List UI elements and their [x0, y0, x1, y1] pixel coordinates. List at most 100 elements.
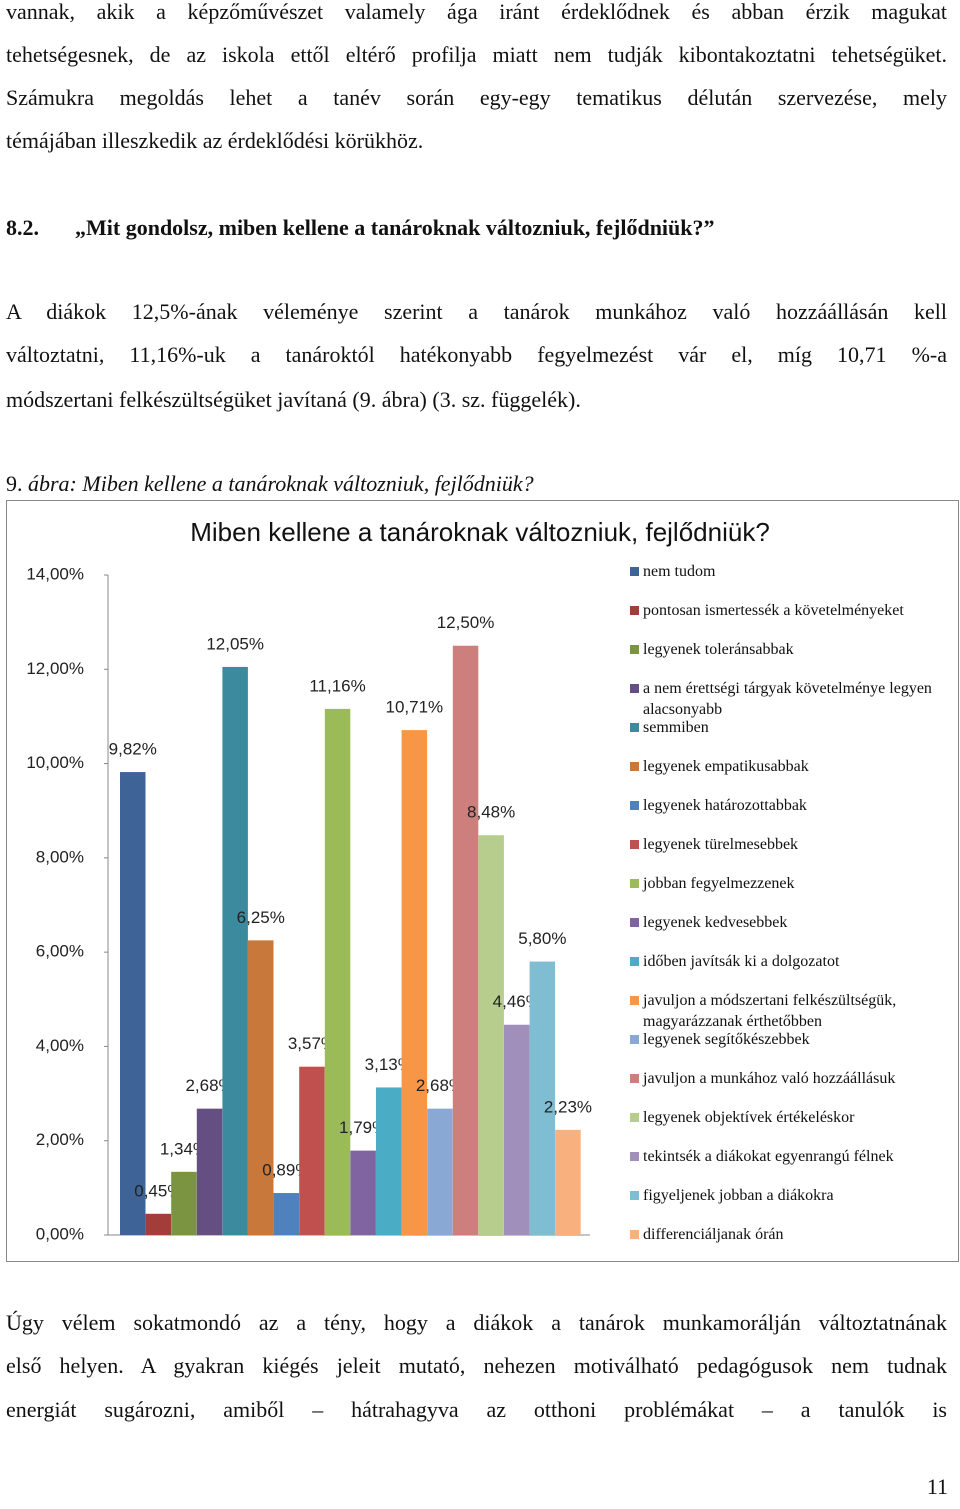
legend-swatch — [630, 996, 639, 1005]
bar — [401, 730, 428, 1235]
data-label: 10,71% — [386, 698, 444, 717]
legend-swatch — [630, 1074, 639, 1083]
legend-swatch — [630, 1152, 639, 1161]
legend-label: nem tudom — [643, 563, 716, 580]
y-tick-label: 4,00% — [36, 1036, 84, 1055]
legend-swatch — [630, 723, 639, 732]
text-line: tehetségesnek, de az iskola ettől eltérő… — [6, 42, 947, 67]
data-label: 1,34% — [160, 1139, 208, 1158]
legend-label: javuljon a módszertani felkészültségük, … — [643, 992, 897, 1030]
legend-label: jobban fegyelmezzenek — [643, 875, 795, 892]
text-line: energiát sugározni, amiből – hátrahagyva… — [6, 1397, 947, 1422]
heading-text: „Mit gondolsz, miben kellene a tanárokna… — [75, 215, 715, 240]
legend-label: differenciáljanak órán — [643, 1226, 784, 1243]
legend-label: legyenek toleránsabbak — [643, 641, 794, 658]
data-label: 2,23% — [544, 1097, 592, 1116]
y-tick-label: 6,00% — [36, 942, 84, 961]
bar — [452, 645, 479, 1235]
bar — [427, 1108, 453, 1235]
bar — [529, 961, 556, 1235]
bar — [299, 1066, 325, 1235]
legend-label: legyenek türelmesebbek — [643, 836, 799, 853]
data-label: 2,68% — [416, 1076, 464, 1095]
legend-label: legyenek határozottabbak — [643, 797, 807, 814]
y-tick-label: 8,00% — [36, 847, 84, 866]
legend-swatch — [630, 1230, 639, 1239]
legend-label: pontosan ismertessék a követelményeket — [643, 602, 904, 619]
legend-label: legyenek objektívek értékeléskor — [643, 1109, 855, 1126]
legend-label: legyenek empatikusabbak — [643, 758, 809, 775]
legend-label: legyenek segítőkészebbek — [643, 1031, 810, 1048]
data-label: 12,05% — [206, 634, 264, 653]
bar — [324, 708, 351, 1235]
legend-swatch — [630, 645, 639, 654]
bar — [478, 835, 504, 1235]
bar — [350, 1150, 376, 1235]
legend-swatch — [630, 1191, 639, 1200]
data-label: 8,48% — [467, 803, 515, 822]
y-tick-label: 14,00% — [26, 564, 84, 583]
y-tick-label: 10,00% — [26, 753, 84, 772]
heading-number: 8.2. — [6, 215, 39, 240]
legend-label: semmiben — [643, 719, 709, 736]
data-label: 9,82% — [109, 740, 157, 759]
text-line: Számukra megoldás lehet a tanév során eg… — [6, 85, 947, 110]
bar — [248, 940, 274, 1235]
legend-label: a nem érettségi tárgyak követelménye leg… — [643, 680, 932, 718]
data-label: 3,13% — [365, 1055, 413, 1074]
data-label: 11,16% — [309, 676, 365, 695]
data-label: 5,80% — [518, 929, 566, 948]
data-label: 12,50% — [437, 613, 495, 632]
legend-swatch — [630, 801, 639, 810]
caption-text: ábra: Miben kellene a tanároknak változn… — [28, 471, 534, 496]
text-line: A diákok 12,5%-ának véleménye szerint a … — [6, 299, 947, 324]
caption: 9. ábra: Miben kellene a tanároknak vált… — [6, 462, 947, 506]
legend-label: időben javítsák ki a dolgozatot — [643, 953, 840, 970]
legend-label: javuljon a munkához való hozzáállásuk — [643, 1070, 896, 1087]
data-label: 2,68% — [185, 1076, 233, 1095]
data-label: 3,57% — [288, 1034, 336, 1053]
chart-frame — [6, 500, 959, 1262]
y-tick-label: 12,00% — [26, 659, 84, 678]
legend-swatch — [630, 918, 639, 927]
legend-swatch — [630, 1113, 639, 1122]
legend-label: figyeljenek jobban a diákokra — [643, 1187, 834, 1204]
legend-swatch — [630, 567, 639, 576]
bar — [555, 1129, 581, 1235]
legend-swatch — [630, 879, 639, 888]
data-label: 6,25% — [237, 908, 285, 927]
data-label: 4,46% — [493, 992, 541, 1011]
bar — [145, 1213, 172, 1235]
text-line: változtatni, 11,16%-uk a tanároktól haté… — [6, 342, 947, 367]
bar — [376, 1087, 402, 1235]
y-tick-label: 0,00% — [36, 1224, 84, 1243]
legend-swatch — [630, 684, 639, 693]
text-line: témájában illeszkedik az érdeklődési kör… — [6, 128, 424, 153]
bar — [273, 1193, 300, 1235]
legend-label: legyenek kedvesebbek — [643, 914, 788, 931]
bar — [171, 1171, 197, 1235]
text-line: Úgy vélem sokatmondó az a tény, hogy a d… — [6, 1310, 947, 1335]
data-label: 1,79% — [339, 1118, 387, 1137]
text-line: vannak, akik a képzőművészet valamely ág… — [6, 0, 947, 24]
legend-swatch — [630, 762, 639, 771]
legend-swatch — [630, 957, 639, 966]
text-line: módszertani felkészültségüket javítaná (… — [6, 387, 581, 412]
legend-swatch — [630, 840, 639, 849]
text-line: első helyen. A gyakran kiégés jeleit mut… — [6, 1353, 947, 1378]
caption-number: 9. — [6, 471, 23, 496]
chart-title: Miben kellene a tanároknak változniuk, f… — [190, 517, 770, 547]
bar — [222, 666, 248, 1235]
bar — [120, 772, 146, 1235]
legend-swatch — [630, 1035, 639, 1044]
data-label: 0,45% — [134, 1181, 182, 1200]
legend-swatch — [630, 606, 639, 615]
page-number: 11 — [926, 1474, 948, 1499]
bar — [196, 1108, 223, 1235]
data-label: 0,89% — [262, 1161, 310, 1180]
legend-label: tekintsék a diákokat egyenrangú félnek — [643, 1148, 894, 1165]
bar — [504, 1024, 530, 1235]
y-tick-label: 2,00% — [36, 1130, 84, 1149]
